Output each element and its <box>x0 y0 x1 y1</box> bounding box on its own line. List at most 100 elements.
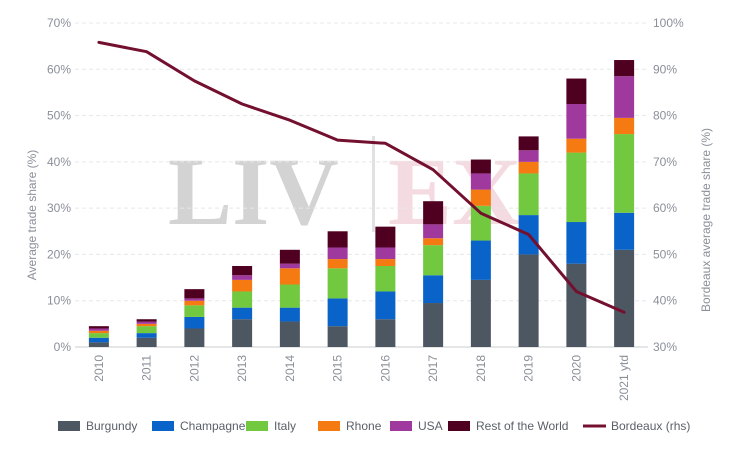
y-tick-label: 40% <box>47 155 71 169</box>
bars <box>88 60 635 347</box>
bar-segment <box>136 326 157 334</box>
bar-segment <box>470 240 491 280</box>
bar-segment <box>375 259 396 266</box>
legend-label: Rest of the World <box>476 419 568 433</box>
bar-segment <box>327 298 348 327</box>
y2-tick-label: 40% <box>653 294 677 308</box>
bar-segment <box>423 201 444 225</box>
bar-segment <box>470 189 491 206</box>
legend-swatch <box>246 421 268 431</box>
bar-segment <box>136 337 157 347</box>
legend-swatch <box>58 421 80 431</box>
bar-segment <box>423 275 444 304</box>
bar-segment <box>88 328 109 331</box>
bar-segment <box>184 305 205 317</box>
y-tick-label: 30% <box>47 201 71 215</box>
bar-segment <box>375 226 396 248</box>
watermark-divider <box>372 136 375 232</box>
x-tick-label: 2015 <box>331 355 345 382</box>
y2-tick-label: 70% <box>653 155 677 169</box>
y2-tick-label: 50% <box>653 247 677 261</box>
watermark-text-ex: EX <box>388 138 521 245</box>
bar-segment <box>184 289 205 299</box>
bar-segment <box>566 222 587 264</box>
y-tick-label: 70% <box>47 16 71 30</box>
bar-segment <box>566 104 587 139</box>
legend-label: Italy <box>274 419 296 433</box>
bar-segment <box>614 76 635 118</box>
bar-segment <box>423 238 444 246</box>
bar-segment <box>88 342 109 347</box>
bar-segment <box>279 284 300 308</box>
x-tick-label: 2014 <box>283 355 297 382</box>
bar-segment <box>614 117 635 135</box>
legend-swatch <box>448 421 470 431</box>
bar-segment <box>470 279 491 347</box>
legend-label: Champagne <box>180 419 246 433</box>
y2-tick-label: 80% <box>653 109 677 123</box>
x-tick-label: 2017 <box>426 355 440 382</box>
x-axis-ticks: 2010 2011 2012 2013 2014 2015 2016 2017 2018 2019… <box>92 355 631 401</box>
bar-segment <box>518 161 539 174</box>
bar-segment <box>423 245 444 276</box>
bar-segment <box>232 307 253 320</box>
watermark-logo: LIV EX <box>168 136 521 245</box>
bordeaux-line-path <box>97 40 626 314</box>
x-tick-label: 2011 <box>140 355 154 381</box>
right-axis-ticks: 30% 40% 50% 60% 70% 80% 90% 100% <box>653 16 684 354</box>
bar-segment <box>327 268 348 299</box>
bar-segment <box>279 263 300 269</box>
legend-label: Bordeaux (rhs) <box>611 419 690 433</box>
x-tick-label: 2021 ytd <box>617 355 631 401</box>
gridlines <box>75 22 648 348</box>
bar-segment <box>470 205 491 241</box>
bar-segment <box>375 247 396 260</box>
x-tick-label: 2020 <box>569 355 583 382</box>
bar-segment <box>518 173 539 216</box>
bar-segment <box>614 134 635 213</box>
y-axis-title: Average trade share (%) <box>25 150 39 281</box>
bar-segment <box>470 173 491 190</box>
left-axis-ticks: 0% 10% 20% 30% 40% 50% 60% 70% <box>47 16 71 354</box>
y2-tick-label: 30% <box>653 340 677 354</box>
bar-segment <box>136 321 157 324</box>
x-tick-label: 2018 <box>474 355 488 382</box>
bar-segment <box>232 291 253 308</box>
bar-segment <box>518 150 539 162</box>
bar-segment <box>423 224 444 239</box>
bar-segment <box>279 268 300 285</box>
bar-segment <box>184 300 205 306</box>
y2-tick-label: 90% <box>653 62 677 76</box>
bar-segment <box>518 254 539 347</box>
y-tick-label: 20% <box>47 247 71 261</box>
bar-segment <box>184 328 205 347</box>
y2-tick-label: 60% <box>653 201 677 215</box>
y-tick-label: 10% <box>47 294 71 308</box>
bar-segment <box>184 316 205 329</box>
y-tick-label: 50% <box>47 109 71 123</box>
x-tick-label: 2019 <box>522 355 536 382</box>
x-tick-label: 2010 <box>92 355 106 382</box>
bar-segment <box>566 152 587 223</box>
bar-segment <box>470 159 491 174</box>
bar-segment <box>88 330 109 334</box>
legend-swatch <box>152 421 174 431</box>
bar-segment <box>375 319 396 347</box>
y-tick-label: 60% <box>47 62 71 76</box>
bar-segment <box>88 337 109 343</box>
bar-segment <box>232 266 253 276</box>
bar-segment <box>327 247 348 260</box>
bar-segment <box>88 333 109 338</box>
legend-swatch <box>318 421 340 431</box>
bar-segment <box>232 319 253 347</box>
x-tick-label: 2013 <box>235 355 249 382</box>
bar-segment <box>279 249 300 264</box>
bar-segment <box>566 78 587 104</box>
legend-swatch <box>390 421 412 431</box>
bar-segment <box>327 231 348 248</box>
watermark-text-liv: LIV <box>168 138 339 245</box>
bar-segment <box>136 323 157 327</box>
y2-tick-label: 100% <box>653 16 684 30</box>
legend-label: Rhone <box>346 419 382 433</box>
legend-label: USA <box>418 419 443 433</box>
